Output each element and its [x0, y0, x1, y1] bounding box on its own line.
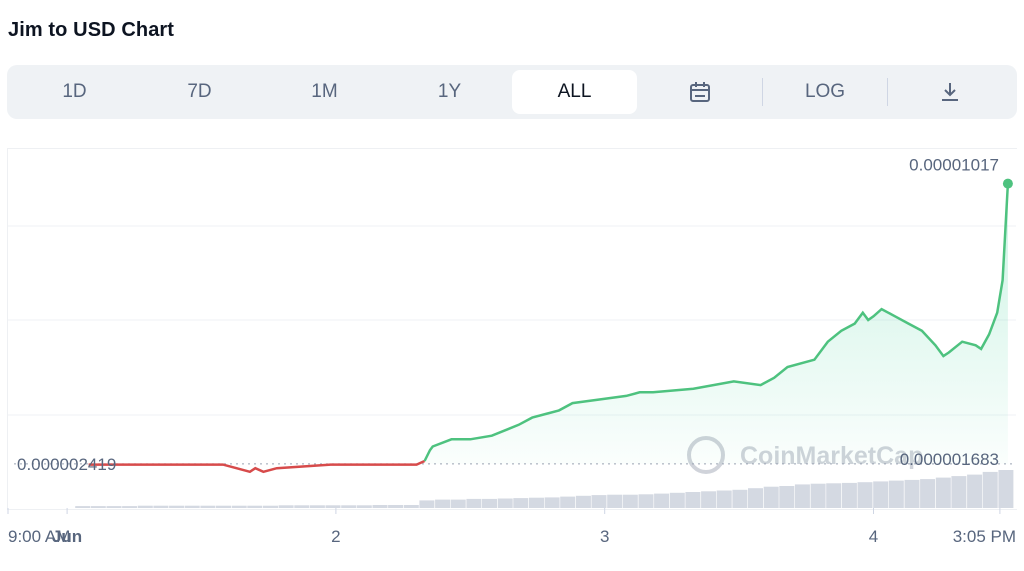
volume-bar [654, 493, 670, 508]
volume-bar [278, 505, 294, 508]
volume-bar [153, 505, 169, 508]
volume-bar [669, 492, 685, 508]
volume-bar [982, 471, 998, 508]
volume-bar [794, 484, 810, 508]
calendar-icon [689, 82, 710, 102]
page-title: Jim to USD Chart [8, 19, 175, 41]
range-7d-button[interactable]: 7D [187, 81, 212, 102]
volume-bar [466, 498, 482, 508]
chart-toolbar: 1D 7D 1M 1Y ALL LOG [7, 65, 1017, 119]
volume-bar [372, 505, 388, 508]
volume-bar [967, 474, 983, 508]
volume-bar [763, 486, 779, 508]
volume-bar [732, 489, 748, 508]
volume-bars [75, 470, 1014, 508]
toolbar-divider [887, 78, 888, 106]
x-tick-label: 3 [600, 527, 609, 546]
volume-bar [810, 483, 826, 508]
range-1d-button[interactable]: 1D [62, 81, 87, 102]
volume-bar [622, 494, 638, 508]
volume-bar [435, 499, 451, 508]
volume-bar [560, 496, 576, 508]
range-1y-button[interactable]: 1Y [437, 81, 462, 102]
price-line-below-baseline [88, 459, 426, 474]
volume-bar [998, 470, 1014, 508]
volume-bar [200, 505, 216, 508]
price-area-fill [424, 183, 1008, 464]
volume-bar [184, 505, 200, 508]
date-range-button[interactable] [637, 70, 762, 114]
volume-bar [935, 477, 951, 508]
volume-bar [90, 506, 106, 508]
volume-bar [701, 491, 717, 508]
volume-bar [826, 483, 842, 508]
volume-bar [231, 505, 247, 508]
volume-bar [497, 498, 513, 508]
volume-bar [122, 506, 138, 508]
volume-bar [247, 505, 263, 508]
chart-frame [7, 148, 1017, 510]
volume-bar [685, 492, 701, 508]
volume-bar [482, 498, 497, 508]
volume-bar [638, 494, 654, 508]
volume-bar [716, 490, 732, 508]
volume-bar [216, 505, 231, 508]
log-scale-toggle[interactable]: LOG [804, 81, 846, 102]
volume-bar [607, 494, 623, 508]
volume-bar [137, 505, 153, 508]
volume-bar [403, 505, 419, 508]
x-tick-label: 9:00 AM [8, 527, 70, 546]
volume-bar [325, 505, 341, 508]
volume-bar [748, 488, 763, 508]
volume-bar [951, 476, 967, 508]
volume-bar [888, 480, 904, 508]
download-button[interactable] [888, 70, 1012, 114]
last-price-label: 0.00001017 [909, 156, 999, 175]
x-tick-label: 2 [331, 527, 340, 546]
volume-bar [294, 505, 310, 508]
baseline-price-label: 0.000002419 [17, 455, 116, 474]
volume-bar [529, 497, 544, 508]
volume-bar [873, 481, 889, 508]
volume-bar [263, 505, 278, 508]
download-icon [942, 83, 958, 101]
volume-max-label: 0.000001683 [900, 450, 999, 469]
volume-bar [841, 482, 857, 508]
volume-bar [106, 506, 122, 508]
volume-bar [904, 479, 920, 508]
volume-bar [779, 486, 795, 508]
x-tick-label: 4 [869, 527, 878, 546]
volume-bar [857, 482, 873, 508]
volume-bar [341, 505, 357, 508]
x-tick-label: 3:05 PM [953, 527, 1016, 546]
x-tick-label: Jun [52, 527, 82, 546]
price-line-above-baseline [423, 183, 1010, 462]
volume-bar [75, 506, 91, 508]
volume-bar [169, 505, 185, 508]
volume-bar [513, 498, 529, 508]
volume-bar [575, 495, 591, 508]
volume-bar [419, 500, 435, 508]
last-price-dot [1002, 178, 1013, 189]
volume-bar [591, 495, 607, 508]
toolbar-divider [762, 78, 763, 106]
range-1m-button[interactable]: 1M [311, 81, 338, 102]
volume-bar [544, 497, 560, 508]
volume-bar [356, 505, 372, 508]
range-all-button[interactable]: ALL [512, 70, 637, 114]
volume-bar [388, 505, 404, 508]
volume-bar [450, 499, 466, 508]
volume-bar [920, 479, 936, 508]
volume-bar [309, 505, 325, 508]
